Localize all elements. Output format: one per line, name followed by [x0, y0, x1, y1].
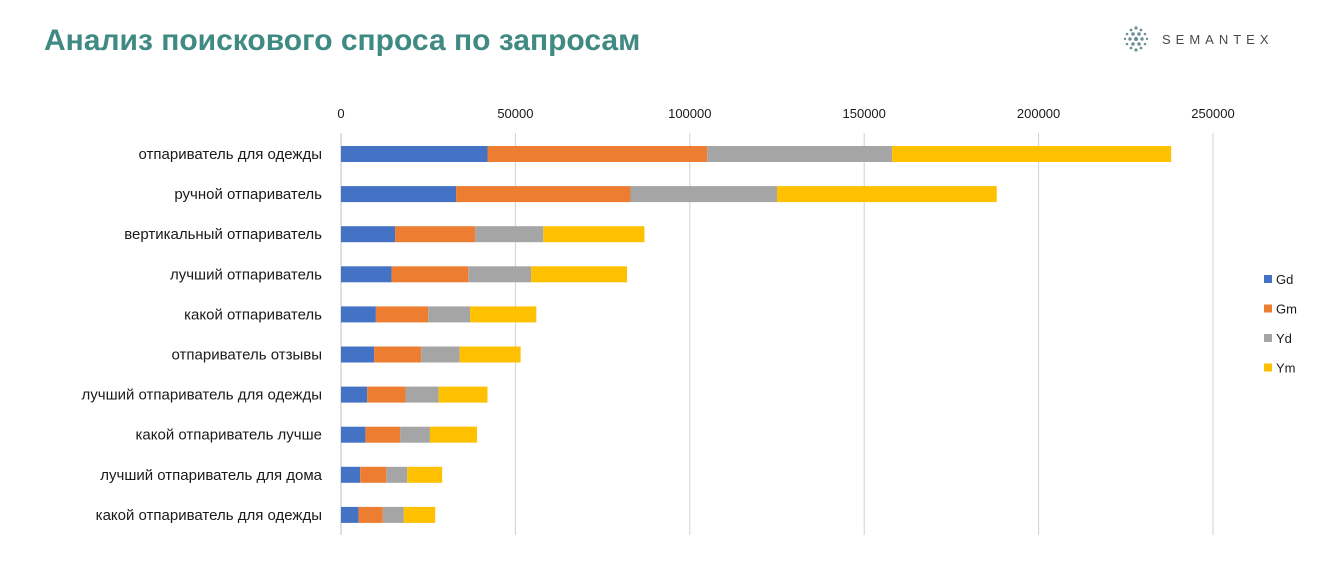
bar-segment-ym [470, 306, 537, 323]
x-tick-label: 250000 [1191, 106, 1234, 121]
legend-swatch-gm [1264, 304, 1272, 313]
bar-segment-ym [531, 266, 628, 283]
bar-segment-yd [428, 306, 471, 323]
bar-segment-gm [375, 306, 429, 323]
bar-segment-gm [456, 186, 631, 203]
bar-segment-yd [386, 466, 408, 483]
category-label: лучший отпариватель [170, 266, 322, 283]
legend-label: Gm [1276, 302, 1297, 317]
semantex-logo: SEMANTEX [1120, 22, 1274, 56]
bar-segment-yd [421, 346, 460, 363]
x-tick-label: 150000 [843, 106, 886, 121]
category-label: ручной отпариватель [174, 186, 322, 203]
category-label: какой отпариватель [184, 306, 322, 323]
bar-segment-ym [892, 146, 1172, 162]
legend-swatch-gd [1264, 275, 1272, 283]
bar-segment-gm [360, 466, 387, 483]
bar-segment-gm [358, 506, 383, 523]
bar-segment-yd [405, 386, 439, 403]
bar-segment-yd [475, 226, 544, 243]
bar-segment-gd [341, 306, 376, 323]
category-label: лучший отпариватель для дома [100, 467, 322, 484]
bar-segment-gm [374, 346, 422, 363]
legend: Gd Gm Yd Ym [1264, 272, 1297, 376]
bar-segment-gd [341, 346, 375, 363]
category-label: вертикальный отпариватель [124, 226, 322, 243]
bar-segment-gd [341, 466, 361, 483]
category-label: отпариватель для одежды [139, 146, 322, 163]
bar-segment-gd [341, 426, 366, 443]
bar-segment-yd [630, 186, 777, 203]
bar-segment-yd [400, 426, 430, 443]
bar-segment-ym [403, 506, 436, 523]
logo-text: SEMANTEX [1162, 31, 1274, 47]
legend-swatch-ym [1264, 363, 1272, 372]
bar-segment-ym [438, 386, 488, 403]
bar-segment-yd [382, 506, 404, 523]
dotted-globe-icon [1123, 26, 1149, 52]
bars [341, 146, 1172, 523]
bar-segment-ym [543, 226, 645, 243]
x-tick-label: 200000 [1017, 106, 1060, 121]
bar-segment-gm [391, 266, 469, 283]
bar-segment-yd [468, 266, 532, 283]
legend-label: Gd [1276, 272, 1293, 287]
bar-segment-yd [707, 146, 893, 162]
page-title: Анализ поискового спроса по запросам [44, 24, 641, 57]
legend-label: Ym [1276, 361, 1296, 376]
bar-segment-ym [407, 466, 443, 483]
bar-segment-gm [487, 146, 708, 162]
bar-segment-gm [365, 426, 401, 443]
category-label: отпариватель отзывы [172, 347, 322, 364]
x-tick-label: 50000 [497, 106, 533, 121]
category-label: какой отпариватель лучше [136, 427, 322, 444]
bar-segment-gd [341, 506, 359, 523]
bar-segment-gd [341, 186, 457, 203]
bar-segment-gd [341, 266, 392, 283]
bar-segment-gm [395, 226, 476, 243]
category-label: какой отпариватель для одежды [96, 507, 322, 524]
bar-segment-gd [341, 386, 368, 403]
x-tick-label: 0 [337, 106, 344, 121]
legend-swatch-yd [1264, 334, 1272, 342]
x-tick-labels: 0 50000 100000 150000 200000 250000 [337, 106, 1234, 121]
category-label: лучший отпариватель для одежды [82, 387, 323, 404]
legend-label: Yd [1276, 331, 1292, 346]
bar-segment-gd [341, 146, 488, 162]
bar-segment-gm [367, 386, 406, 403]
bar-segment-ym [459, 346, 521, 363]
category-labels: отпариватель для одежды ручной отпаривате… [82, 146, 323, 524]
bar-segment-ym [777, 186, 997, 203]
bar-segment-gd [341, 226, 396, 243]
bar-segment-ym [429, 426, 478, 443]
x-tick-label: 100000 [668, 106, 711, 121]
